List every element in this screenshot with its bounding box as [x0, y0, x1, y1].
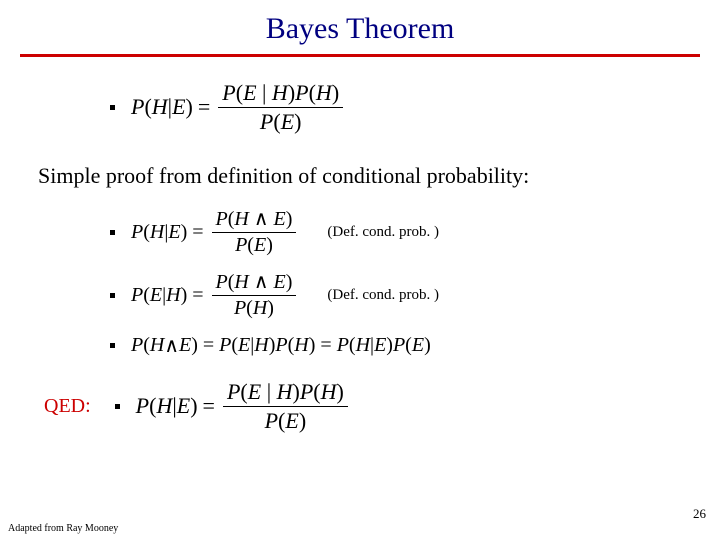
equation-main: P(H | E) = P(E | H)P(H) P(E) [110, 79, 700, 135]
slide-title: Bayes Theorem [0, 0, 720, 54]
equation-step-1: P(H | E) = P(H ∧ E) P(E) (Def. cond. pro… [110, 207, 700, 258]
proof-intro-text: Simple proof from definition of conditio… [38, 163, 700, 189]
bullet-icon [110, 105, 115, 110]
horizontal-rule [20, 54, 700, 57]
equation-step-2: P(E | H) = P(H ∧ E) P(H) (Def. cond. pro… [110, 270, 700, 321]
bullet-icon [110, 293, 115, 298]
bullet-icon [110, 343, 115, 348]
annotation-step-2: (Def. cond. prob. ) [327, 287, 439, 304]
equation-qed: QED: P(H | E) = P(E | H)P(H) P(E) [44, 378, 700, 434]
footer-attribution: Adapted from Ray Mooney [8, 523, 118, 534]
page-number: 26 [693, 506, 706, 522]
annotation-step-1: (Def. cond. prob. ) [327, 224, 439, 241]
bullet-icon [115, 404, 120, 409]
slide-content: P(H | E) = P(E | H)P(H) P(E) Simple proo… [0, 79, 720, 434]
equation-step-3: P(H ∧ E) = P(E | H)P(H) = P(H | E)P(E) [110, 333, 700, 358]
qed-label: QED: [44, 395, 91, 418]
bullet-icon [110, 230, 115, 235]
